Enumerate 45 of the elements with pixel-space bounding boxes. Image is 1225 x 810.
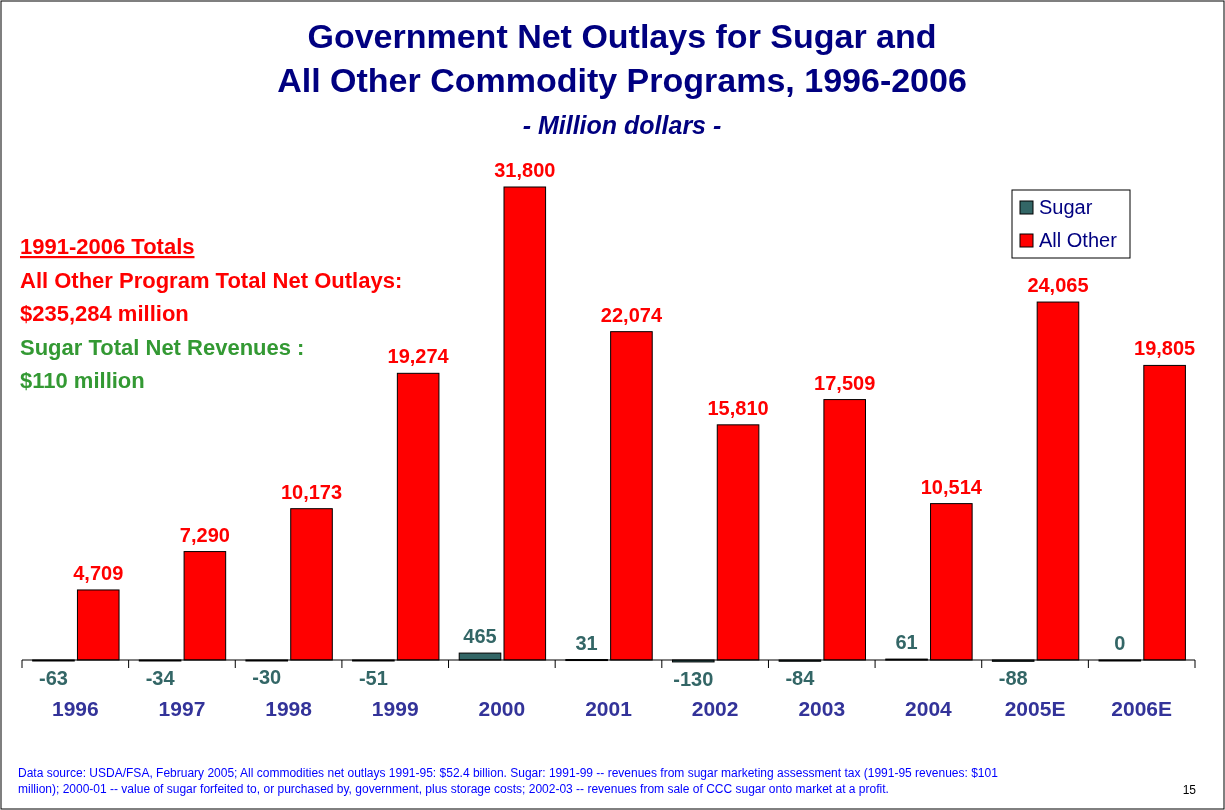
annotation: $110 million	[20, 368, 145, 393]
x-tick-label: 1996	[51, 697, 99, 720]
data-label: -63	[39, 666, 68, 689]
data-label: 19,805	[1134, 337, 1196, 360]
chart-title: Government Net Outlays for Sugar and All Other Commodity Programs, 1996-2006	[277, 17, 967, 99]
data-label: 465	[463, 625, 497, 648]
data-label: 0	[1114, 632, 1126, 654]
annotation: 1991-2006 Totals	[20, 234, 195, 259]
data-label: 31	[575, 631, 598, 654]
annotation: $235,284 million	[20, 301, 189, 326]
data-label: 19,274	[387, 345, 450, 368]
data-label: 31,800	[494, 159, 556, 181]
data-label: -30	[252, 666, 282, 689]
source-note: Data source: USDA/FSA, February 2005; All commodities net outlays 1991-95: $52.4 billion. Sugar: 1991-99 -- revenues from sugar marketing assessment tax (1991-95 revenues: $101	[18, 766, 999, 780]
x-tick-label: 2006E	[1111, 697, 1173, 720]
x-tick-label: 1999	[371, 697, 419, 720]
data-label: -84	[785, 667, 816, 690]
data-label: -34	[145, 666, 176, 689]
text: 15	[1182, 783, 1197, 797]
data-label: 61	[895, 631, 918, 654]
data-label: -88	[998, 667, 1028, 690]
x-tick-label: 2004	[905, 697, 953, 720]
x-tick-label: 2002	[691, 697, 739, 720]
data-label: -51	[358, 666, 388, 689]
legend-label: All Other	[1039, 229, 1118, 251]
x-tick-label: 2000	[478, 697, 526, 720]
legend-label: Sugar	[1039, 196, 1093, 218]
x-tick-label: 2001	[585, 697, 633, 720]
x-tick-label: 2005E	[1004, 697, 1066, 720]
data-label: -130	[673, 667, 714, 690]
data-label: 4,709	[73, 561, 124, 584]
data-label: 15,810	[707, 396, 769, 419]
x-tick-label: 2003	[798, 697, 846, 720]
text: million); 2000-01 -- value of sugar forfeited to, or purchased by, government, plus storage costs; 2002-03 -- revenues from sale of CCC sugar onto market at a profit.	[18, 782, 889, 796]
data-label: 17,509	[814, 371, 876, 394]
annotation: All Other Program Total Net Outlays:	[20, 267, 403, 293]
x-tick-label: 1997	[158, 697, 206, 720]
data-label: 22,074	[600, 303, 663, 326]
data-label: 24,065	[1027, 274, 1089, 297]
data-label: 10,173	[280, 480, 343, 503]
x-tick-label: 1998	[265, 697, 313, 720]
data-label: 10,514	[920, 475, 983, 498]
chart-subtitle: - Million dollars -	[522, 111, 722, 139]
data-label: 7,290	[179, 523, 230, 546]
annotation: Sugar Total Net Revenues :	[20, 334, 305, 360]
